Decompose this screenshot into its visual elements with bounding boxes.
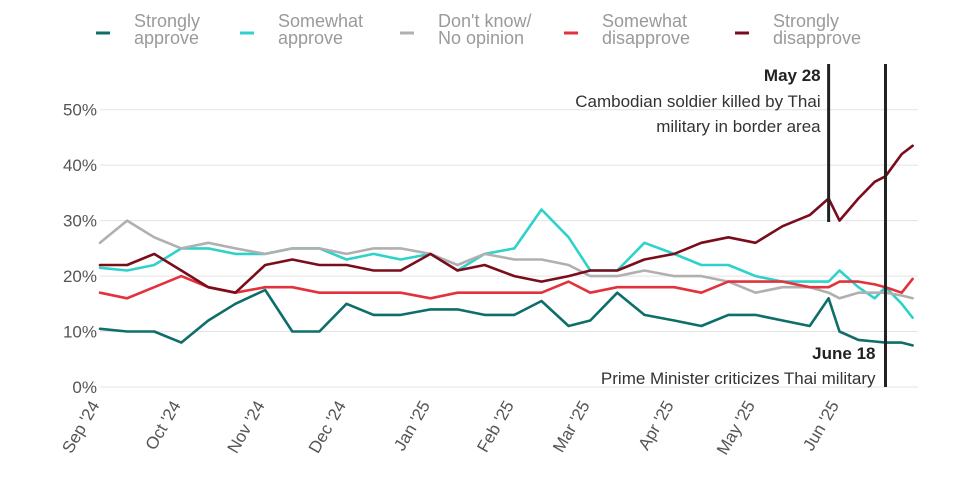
x-tick-label: Mar '25: [549, 398, 594, 456]
series-line: [98, 144, 914, 295]
legend-label: Don't know/: [438, 11, 531, 31]
annotation-date: May 28: [764, 66, 821, 85]
series-line: [98, 208, 914, 320]
series-line: [98, 219, 914, 300]
x-tick-label: Oct '24: [142, 398, 185, 454]
y-tick-label: 30%: [63, 212, 97, 231]
y-tick-label: 10%: [63, 323, 97, 342]
annotation-date: June 18: [812, 344, 875, 363]
legend-label: disapprove: [602, 28, 690, 48]
series-lines: [98, 144, 914, 347]
annotation-text: Cambodian soldier killed by Thai: [575, 92, 820, 111]
event-annotations: May 28 Cambodian soldier killed by Thai mi…: [575, 64, 887, 388]
x-tick-label: Nov '24: [224, 398, 269, 457]
x-tick-label: Feb '25: [473, 398, 518, 456]
x-tick-label: Jun '25: [799, 398, 843, 455]
legend-label: approve: [278, 28, 343, 48]
legend-label: Somewhat: [278, 11, 363, 31]
legend-label: Somewhat: [602, 11, 687, 31]
y-axis-tick-labels: 0% 10% 20% 30% 40% 50%: [63, 101, 97, 397]
legend-label: disapprove: [773, 28, 861, 48]
x-tick-label: May '25: [713, 398, 759, 459]
y-tick-label: 50%: [63, 101, 97, 120]
legend-label: approve: [134, 28, 199, 48]
annotation-text: Prime Minister criticizes Thai military: [601, 369, 876, 388]
y-gridlines: [100, 109, 918, 388]
series-line: [98, 274, 914, 300]
x-axis-tick-labels: Sep '24 Oct '24 Nov '24 Dec '24 Jan '25 Feb '…: [58, 398, 842, 459]
annotation-text: military in border area: [656, 117, 821, 136]
x-tick-label: Apr '25: [635, 398, 678, 454]
y-tick-label: 0%: [72, 378, 97, 397]
x-tick-label: Dec '24: [305, 398, 350, 457]
y-tick-label: 40%: [63, 156, 97, 175]
x-tick-label: Jan '25: [390, 398, 434, 455]
x-tick-label: Sep '24: [58, 398, 103, 457]
legend-label: Strongly: [773, 11, 839, 31]
series-line: [98, 288, 914, 347]
y-tick-label: 20%: [63, 267, 97, 286]
legend-label: No opinion: [438, 28, 524, 48]
legend-label: Strongly: [134, 11, 200, 31]
